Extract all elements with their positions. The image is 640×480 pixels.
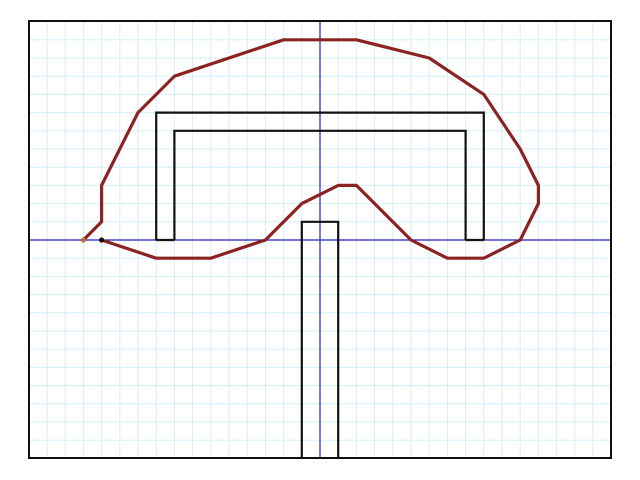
u-bracket-outer [155,111,485,240]
path-layer [80,38,541,260]
structure [155,111,485,459]
u-bracket-inner [173,129,467,240]
path-start-marker [80,237,86,243]
vertical-post [300,220,340,459]
robot-path [81,38,541,260]
axes [29,21,611,458]
path-end-marker [99,237,105,243]
frame-layer [28,20,612,459]
plot-frame [28,20,612,459]
